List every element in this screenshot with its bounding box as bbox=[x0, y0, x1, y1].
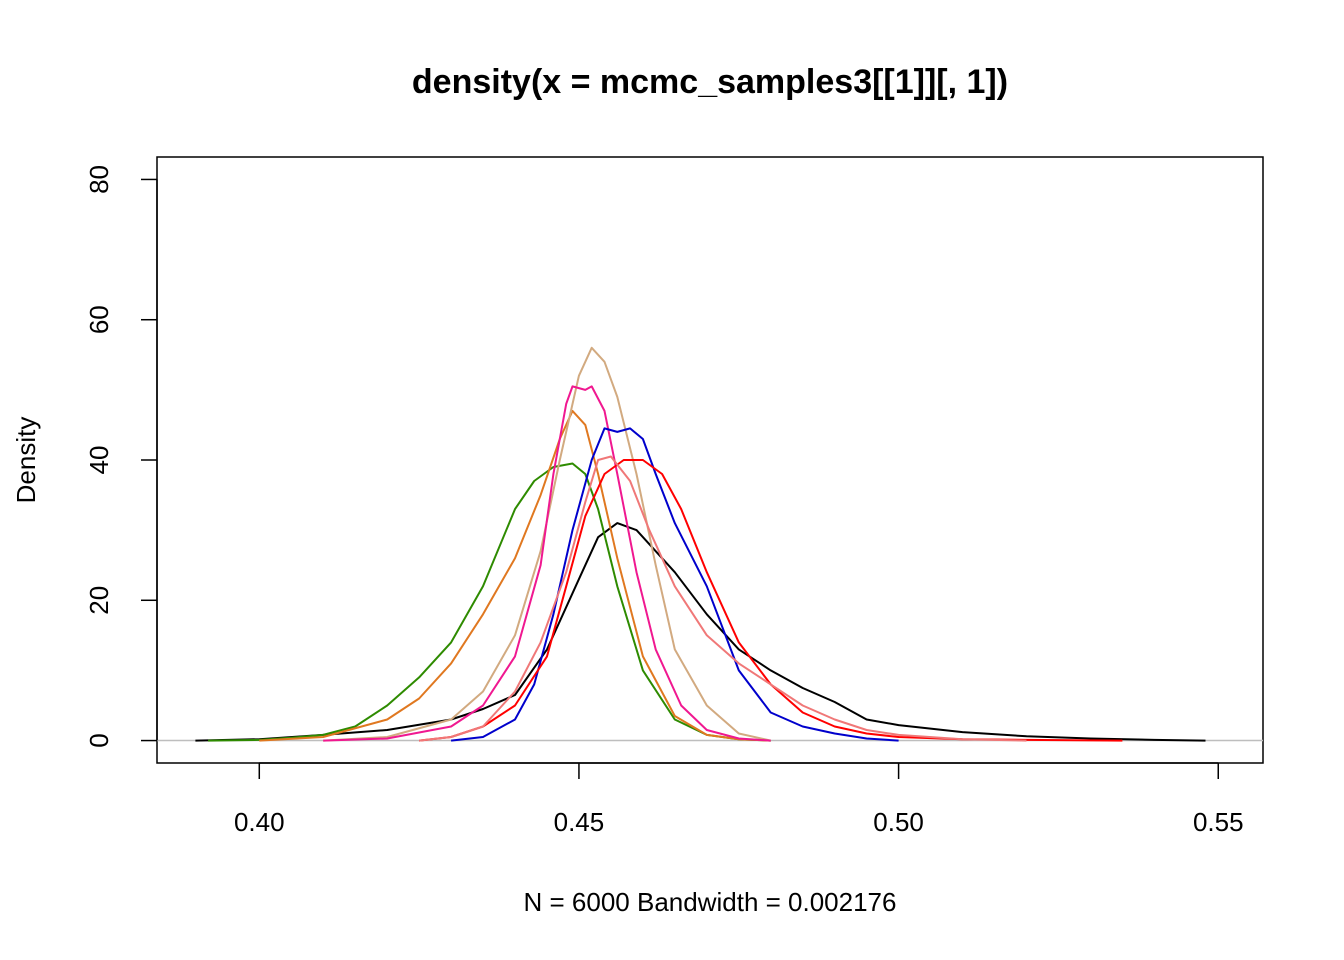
density-series-8 bbox=[418, 455, 1027, 742]
y-tick-label: 60 bbox=[84, 305, 114, 334]
y-tick-label: 0 bbox=[84, 733, 114, 747]
y-tick-label: 20 bbox=[84, 586, 114, 615]
density-series-5 bbox=[323, 385, 771, 742]
plot-frame bbox=[156, 156, 1264, 764]
x-axis: 0.40 0.45 0.50 0.55 bbox=[234, 762, 1244, 837]
x-axis-label: N = 6000 Bandwidth = 0.002176 bbox=[524, 887, 897, 917]
density-series-4 bbox=[323, 346, 771, 742]
x-tick-label: 0.55 bbox=[1193, 807, 1244, 837]
density-series-1 bbox=[195, 522, 1206, 742]
plot-area bbox=[156, 156, 1264, 764]
y-tick-label: 40 bbox=[84, 446, 114, 475]
x-tick-label: 0.40 bbox=[234, 807, 285, 837]
density-series-group bbox=[195, 346, 1206, 742]
x-tick-label: 0.50 bbox=[873, 807, 924, 837]
y-axis-label: Density bbox=[11, 417, 41, 504]
density-series-3 bbox=[259, 409, 771, 742]
chart-title: density(x = mcmc_samples3[[1]][, 1]) bbox=[412, 63, 1008, 101]
y-axis: 0 20 40 60 80 bbox=[84, 165, 158, 748]
y-tick-label: 80 bbox=[84, 165, 114, 194]
x-tick-label: 0.45 bbox=[554, 807, 605, 837]
density-series-7 bbox=[418, 459, 1123, 742]
density-series-2 bbox=[208, 462, 771, 742]
